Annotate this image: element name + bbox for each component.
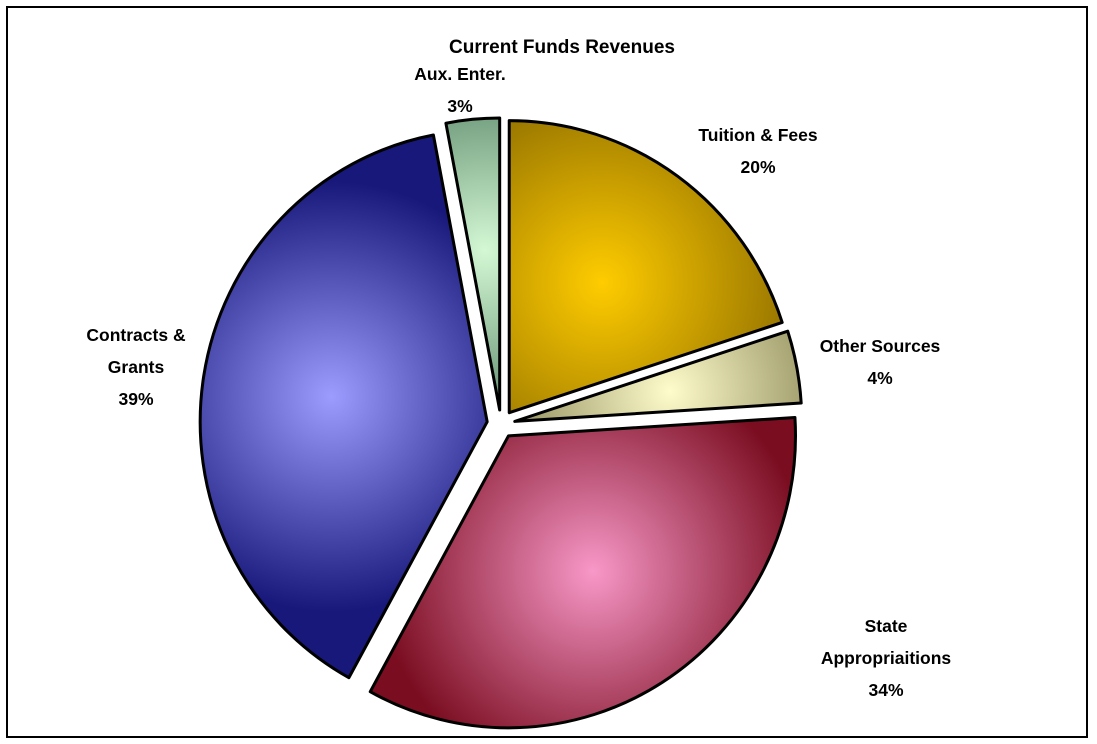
pie-slice <box>507 119 784 415</box>
pie-slice <box>198 133 489 680</box>
pie-slice <box>444 116 502 412</box>
pie-chart: Current Funds Revenues Tuition & Fees 20%… <box>86 37 952 730</box>
pie-slice <box>368 415 797 730</box>
slice-label: Tuition & Fees 20% <box>698 125 818 177</box>
slice-label: Contracts & Grants 39% <box>86 325 186 409</box>
chart-title: Current Funds Revenues <box>449 37 675 58</box>
slice-label: Aux. Enter. 3% <box>414 64 505 116</box>
pie-slice <box>513 329 803 423</box>
chart-frame: Current Funds Revenues Tuition & Fees 20%… <box>6 6 1088 738</box>
slice-label: Other Sources 4% <box>820 336 941 388</box>
slice-label: State Appropriaitions 34% <box>821 616 952 700</box>
